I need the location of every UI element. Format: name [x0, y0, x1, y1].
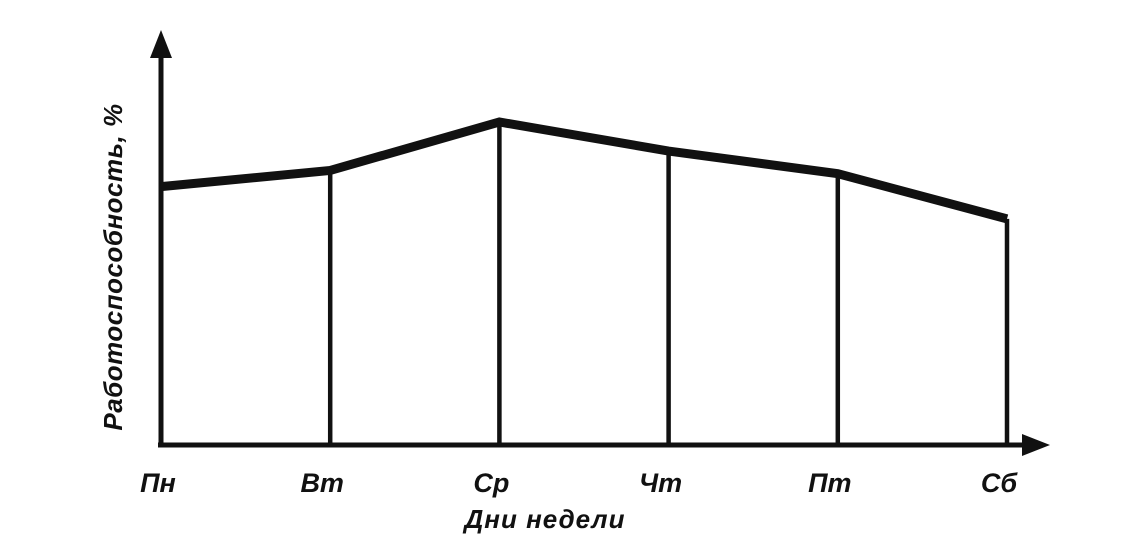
x-tick-label-Чт: Чт — [639, 468, 682, 498]
x-axis-title: Дни недели — [463, 504, 626, 534]
y-axis-arrow-icon — [150, 30, 172, 58]
x-tick-label-Пт: Пт — [808, 468, 851, 498]
x-tick-label-Ср: Ср — [473, 468, 509, 498]
x-tick-label-Сб: Сб — [981, 468, 1018, 498]
performance-series-line — [160, 117, 1009, 224]
x-tick-label-Вт: Вт — [300, 468, 344, 498]
x-tick-label-Пн: Пн — [140, 468, 176, 498]
x-axis-arrow-icon — [1022, 434, 1050, 456]
y-axis-title: Работоспособность, % — [98, 103, 128, 430]
